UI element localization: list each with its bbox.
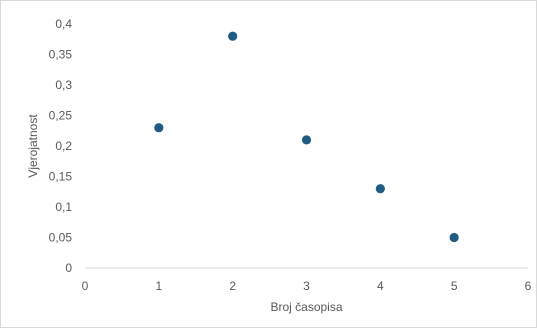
x-tick-label: 5 xyxy=(451,279,458,293)
y-tick-label: 0,4 xyxy=(55,17,72,31)
x-tick-label: 2 xyxy=(229,279,236,293)
y-tick-label: 0,25 xyxy=(49,109,73,123)
data-point xyxy=(154,123,164,133)
x-tick-label: 1 xyxy=(155,279,162,293)
x-tick-label: 0 xyxy=(82,279,89,293)
y-tick-label: 0,05 xyxy=(49,231,73,245)
x-tick-label: 6 xyxy=(525,279,532,293)
x-tick-label: 4 xyxy=(377,279,384,293)
x-tick-label: 3 xyxy=(303,279,310,293)
y-tick-label: 0,2 xyxy=(55,139,72,153)
data-point xyxy=(375,184,385,194)
data-points xyxy=(154,31,459,243)
y-tick-label: 0,3 xyxy=(55,78,72,92)
y-tick-label: 0 xyxy=(65,261,72,275)
x-axis-ticks: 0 1 2 3 4 5 6 xyxy=(82,279,532,293)
y-axis-ticks: 0 0,05 0,1 0,15 0,2 0,25 0,3 0,35 0,4 xyxy=(49,17,73,275)
y-tick-label: 0,15 xyxy=(49,170,73,184)
data-point xyxy=(449,232,459,243)
y-tick-label: 0,35 xyxy=(49,48,73,62)
x-axis-title: Broj časopisa xyxy=(270,300,342,314)
data-point xyxy=(228,31,238,41)
y-axis-title: Vjerojatnost xyxy=(26,114,40,178)
y-tick-label: 0,1 xyxy=(55,200,72,214)
data-point xyxy=(301,135,312,145)
